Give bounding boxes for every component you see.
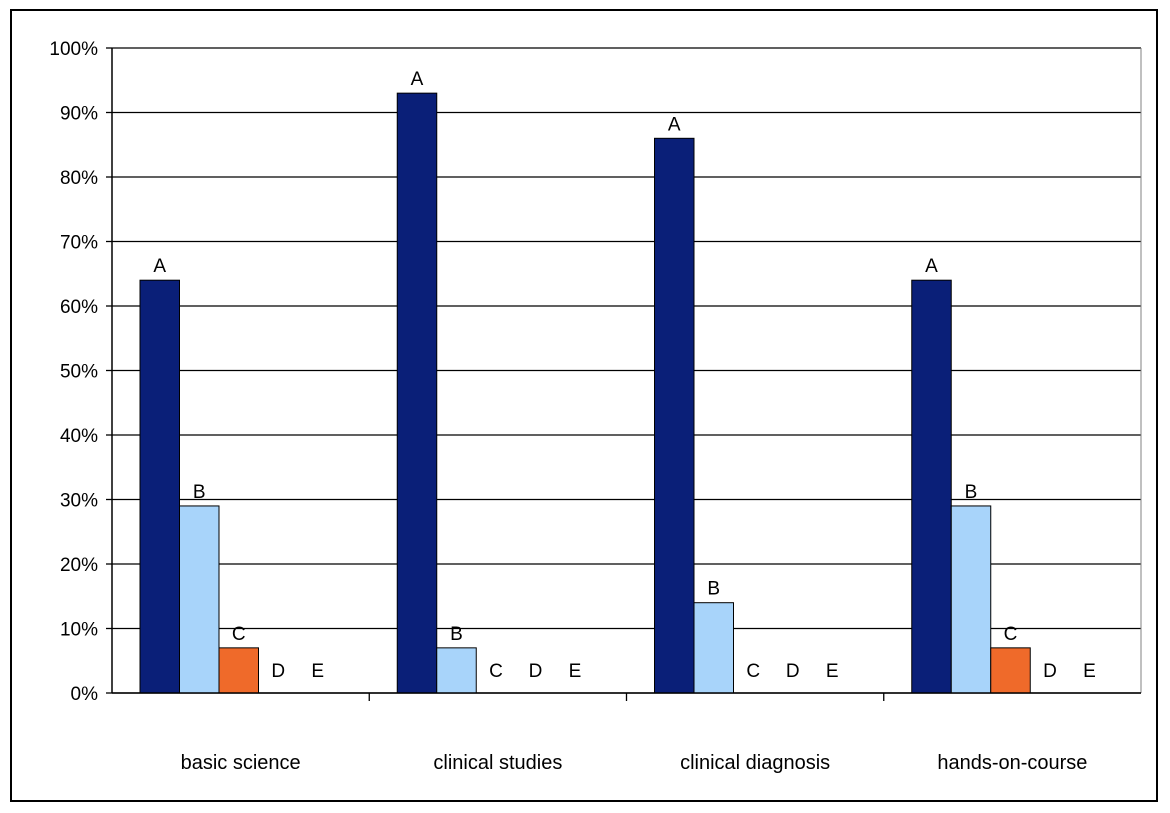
bar (911, 279, 952, 694)
data-label: A (153, 256, 166, 277)
data-label: B (965, 482, 978, 503)
x-category-label: hands-on-course (937, 752, 1087, 774)
bar (179, 505, 220, 694)
data-label: B (450, 624, 463, 645)
data-label: B (707, 579, 720, 600)
bars (139, 92, 1031, 694)
data-label: A (925, 256, 938, 277)
data-label: E (1083, 661, 1096, 682)
axes (106, 47, 1142, 701)
data-label: D (271, 661, 285, 682)
data-label: A (668, 114, 681, 135)
labels: 0% 10% 20% 30% 40% 50% 60% 70% 80% 90% 100% A B C D Eba… (49, 39, 1095, 774)
data-label: B (193, 482, 206, 503)
bar (139, 279, 180, 694)
bar (396, 92, 438, 694)
x-category-label: clinical studies (433, 752, 562, 774)
data-label: E (311, 661, 324, 682)
bar (693, 602, 734, 694)
data-label: C (232, 624, 246, 645)
data-label: D (1043, 661, 1057, 682)
y-tick-label: 90% (60, 104, 98, 125)
data-label: E (826, 661, 839, 682)
y-tick-label: 50% (60, 362, 98, 383)
bar (436, 647, 477, 694)
data-label: A (411, 69, 424, 90)
bar (990, 647, 1031, 694)
data-label: E (569, 661, 582, 682)
data-label: C (746, 661, 760, 682)
bar (218, 647, 259, 694)
y-tick-label: 10% (60, 620, 98, 641)
y-tick-label: 80% (60, 168, 98, 189)
data-label: C (1004, 624, 1018, 645)
data-label: D (786, 661, 800, 682)
data-label: D (529, 661, 543, 682)
y-tick-label: 70% (60, 233, 98, 254)
bar (950, 505, 992, 694)
y-tick-label: 60% (60, 297, 98, 318)
y-tick-label: 40% (60, 426, 98, 447)
y-tick-label: 20% (60, 555, 98, 576)
y-tick-label: 100% (49, 39, 98, 60)
bar (654, 137, 695, 694)
y-tick-label: 0% (71, 684, 99, 705)
data-label: C (489, 661, 503, 682)
y-tick-label: 30% (60, 491, 98, 512)
x-category-label: basic science (181, 752, 301, 774)
x-category-label: clinical diagnosis (680, 752, 830, 774)
